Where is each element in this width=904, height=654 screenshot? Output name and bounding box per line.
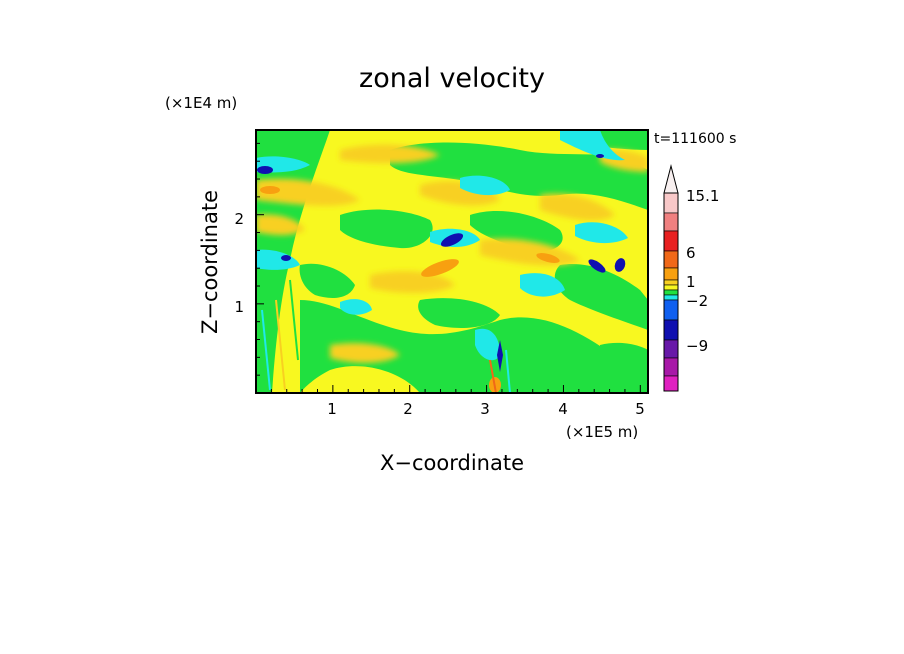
x-tick-label-4: 4	[558, 400, 568, 418]
colorbar-cell	[663, 230, 679, 252]
colorbar-cell	[663, 375, 679, 392]
x-tick-label-2: 2	[403, 400, 413, 418]
time-label: t=111600 s	[654, 131, 736, 147]
colorbar-label-minus-9: −9	[686, 337, 708, 355]
colorbar-cell	[663, 192, 679, 214]
x-axis: 1 2 3 4 5 (×1E5 m) X−coordinate	[270, 385, 645, 475]
colorbar-label-1: 1	[686, 273, 696, 291]
y-axis-label: Z−coordinate	[198, 190, 222, 334]
colorbar-cell	[663, 357, 679, 377]
cyan-regions	[256, 130, 628, 361]
near-surface-streaks	[261, 279, 511, 393]
colorbar-cell	[663, 299, 679, 321]
x-axis-label: X−coordinate	[380, 451, 524, 475]
x-tick-label-5: 5	[635, 400, 645, 418]
colorbar-cell	[663, 339, 679, 359]
y-tick-label-2: 2	[234, 210, 244, 228]
x-axis-unit: (×1E5 m)	[566, 423, 638, 441]
y-axis: 1 2 Z−coordinate	[198, 142, 264, 376]
colorbar-cells	[663, 192, 679, 392]
colorbar-cell	[663, 284, 679, 291]
y-axis-unit: (×1E4 m)	[165, 94, 237, 112]
orange-cores	[260, 186, 560, 393]
x-tick-marks	[270, 385, 641, 393]
y-tick-marks	[256, 142, 264, 376]
colorbar-outline	[663, 192, 679, 392]
colorbar-label-minus-2: −2	[686, 292, 708, 310]
x-tick-label-3: 3	[480, 400, 490, 418]
colorbar: 15.1 6 1 −2 −9	[663, 164, 719, 392]
colorbar-top-arrow	[663, 164, 679, 194]
colorbar-label-15-1: 15.1	[686, 187, 719, 205]
colorbar-cell	[663, 294, 679, 301]
blue-cores	[257, 154, 626, 372]
colorbar-label-6: 6	[686, 244, 696, 262]
y-tick-label-1: 1	[234, 298, 244, 316]
x-tick-label-1: 1	[327, 400, 337, 418]
colorbar-cell	[663, 289, 679, 296]
contour-field	[256, 130, 648, 393]
chart-title: zonal velocity	[359, 63, 545, 94]
colorbar-cell	[663, 212, 679, 232]
plot-frame	[255, 129, 649, 394]
colorbar-cell	[663, 250, 679, 269]
colorbar-cell	[663, 319, 679, 341]
colorbar-cell	[663, 267, 679, 281]
colorbar-cell	[663, 279, 679, 286]
